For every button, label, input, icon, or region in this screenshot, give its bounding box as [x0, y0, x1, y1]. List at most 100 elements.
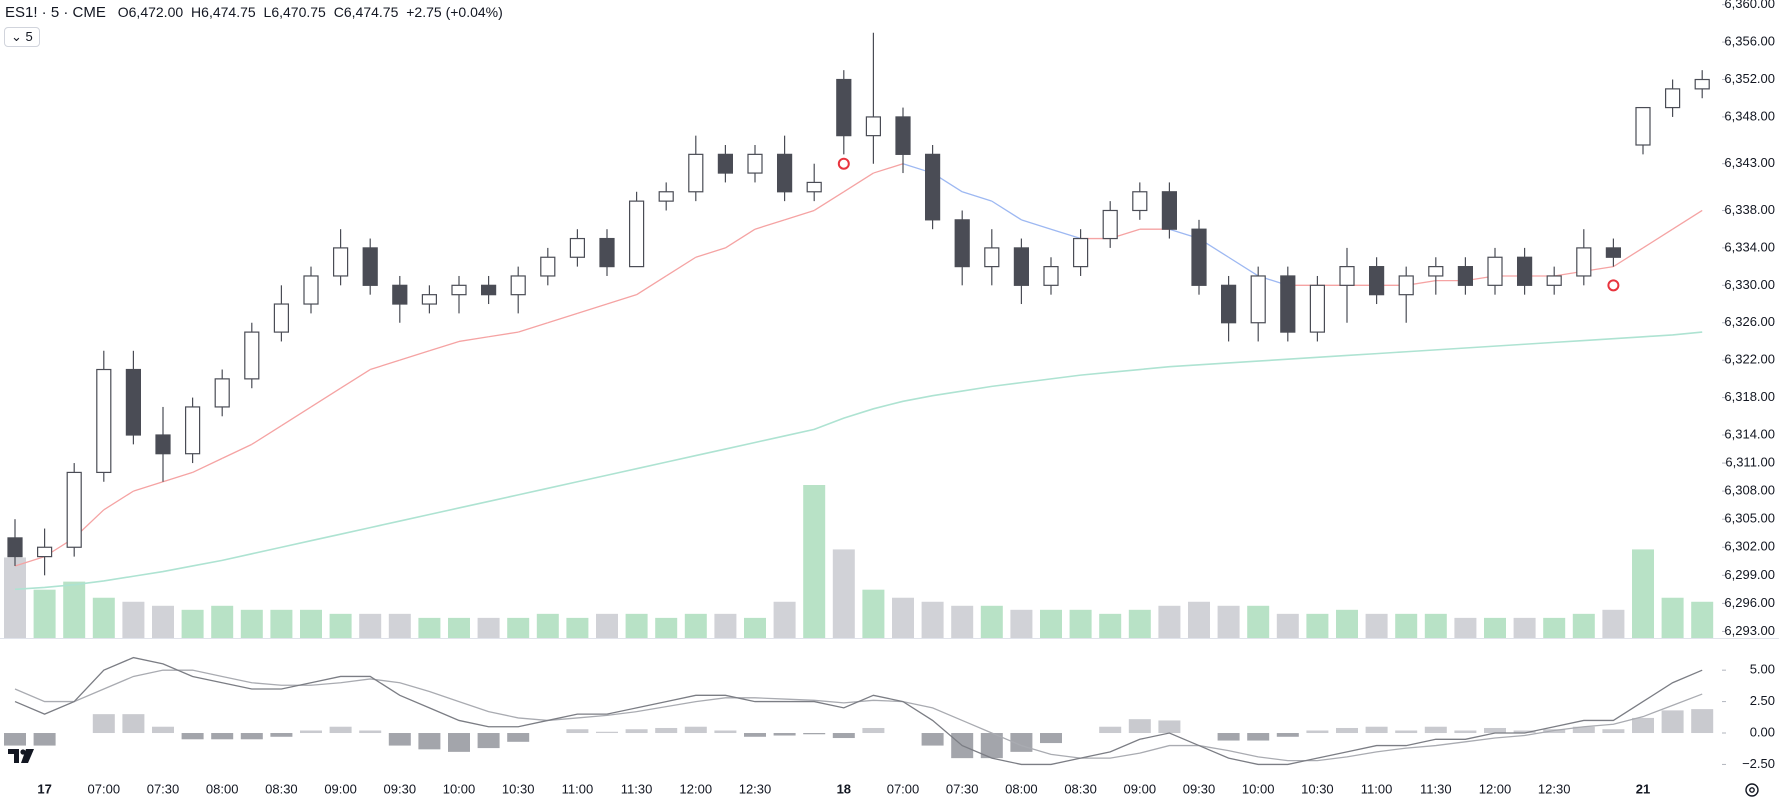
candle-body [303, 275, 319, 305]
macd-histogram-bar [1247, 733, 1270, 741]
candle-body [1043, 266, 1059, 286]
candle-body [362, 247, 378, 286]
volume-bar [270, 609, 293, 638]
candle-body [1132, 191, 1148, 212]
x-tick-label: 18 [837, 781, 851, 796]
ema-segment [1672, 209, 1703, 230]
settings-icon[interactable] [1745, 783, 1759, 797]
volume-bar [477, 617, 500, 638]
macd-histogram-bar [1572, 726, 1595, 734]
ema-segment [1021, 219, 1052, 230]
chevron: ⌄ [11, 29, 22, 44]
candle-body [1635, 106, 1651, 146]
volume-bar [1602, 609, 1625, 638]
candle-body [688, 153, 704, 193]
interval-toggle[interactable]: ⌄ 5 [4, 27, 40, 47]
candle-body [66, 471, 82, 548]
candle-body [895, 116, 911, 155]
volume-bar [63, 581, 86, 638]
macd-histogram-bar [773, 733, 796, 736]
y-tick-label: 6,299.00 [1724, 567, 1775, 582]
x-tick-label: 17 [37, 781, 51, 796]
volume-bar [240, 609, 263, 638]
ema-segment [133, 481, 164, 492]
volume-bar [1365, 613, 1388, 638]
y-tick-label: 6,338.00 [1724, 202, 1775, 217]
macd-histogram-bar [744, 733, 766, 737]
x-tick-label: 07:00 [887, 781, 920, 796]
x-tick-label: 07:30 [946, 781, 979, 796]
ohlc-label: H [191, 4, 202, 20]
macd-histogram-bar [33, 733, 56, 746]
macd-histogram-bar [625, 729, 648, 734]
ohlc-label: O [117, 4, 129, 20]
candle-body [1339, 266, 1355, 286]
volume-bar [1572, 613, 1595, 638]
volume-bar [1336, 609, 1358, 638]
ema-segment [991, 200, 1022, 221]
x-tick-label: 11:30 [1420, 781, 1452, 796]
y-tick-label: 6,330.00 [1724, 277, 1775, 292]
change: +2.75 (+0.04%) [406, 4, 503, 20]
x-tick-label: 08:30 [265, 781, 298, 796]
candle-body [1487, 256, 1503, 286]
macd-histogram-bar [1099, 726, 1122, 734]
ema-segment [695, 247, 726, 258]
symbol[interactable]: ES1! · 5 · CME [5, 4, 106, 21]
y-tick-label: 6,348.00 [1724, 108, 1775, 123]
volume-bar [92, 597, 115, 638]
candle-body [984, 247, 1000, 268]
macd-histogram-bar [1217, 733, 1240, 741]
macd-histogram-bar [1454, 730, 1477, 734]
volume-bar [951, 605, 974, 638]
volume-bar [507, 617, 530, 638]
macd-histogram-bar [921, 733, 944, 746]
ema-segment [1642, 228, 1673, 249]
legend-header: ES1! · 5 · CME O6,472.00 H6,474.75 L6,47… [5, 4, 503, 21]
ema-segment [636, 275, 667, 296]
volume-bar [418, 617, 441, 638]
volume-bar [448, 617, 470, 638]
y-tick-label: 6,302.00 [1724, 539, 1775, 554]
volume-bar [1069, 609, 1092, 638]
y-tick-label: 6,311.00 [1725, 455, 1775, 470]
volume-bar [152, 605, 174, 638]
macd-histogram-bar [152, 726, 174, 734]
volume-bar [596, 613, 618, 638]
volume-bar [33, 589, 56, 638]
macd-line [14, 656, 1703, 766]
macd-histogram-bar [1661, 710, 1684, 734]
ema-segment [14, 555, 45, 567]
volume-bar [1128, 609, 1151, 638]
interval-count: 5 [25, 29, 33, 44]
macd-histogram-bar [1632, 717, 1654, 734]
volume-bar [744, 617, 766, 638]
y-tick-label: 6,326.00 [1724, 314, 1775, 329]
x-tick-label: 11:30 [621, 781, 653, 796]
macd-histogram-bar [1128, 719, 1151, 734]
y-tick-label: 6,293.00 [1724, 623, 1775, 638]
x-tick-label: 12:30 [1538, 781, 1571, 796]
x-tick-label: 07:00 [88, 781, 121, 796]
ohlc-value: 6,474.75 [343, 4, 399, 20]
macd-histogram-bar [211, 733, 234, 740]
volume-bar [1691, 601, 1714, 638]
candle-body [1694, 78, 1710, 90]
candle-body [1664, 88, 1681, 109]
candle-body [481, 284, 497, 296]
ema-segment [813, 191, 845, 212]
volume-bar [832, 549, 855, 638]
candle-body [273, 303, 289, 333]
volume-bar [803, 485, 826, 638]
candle-body [1428, 266, 1444, 277]
y-tick-label: −2.50 [1742, 756, 1775, 771]
ema-segment [488, 331, 519, 338]
volume-bar [980, 605, 1003, 638]
y-tick-label: 6,305.00 [1724, 511, 1775, 526]
y-tick-label: 6,352.00 [1724, 71, 1775, 86]
volume-bar [388, 613, 411, 638]
macd-histogram-bar [1040, 733, 1062, 744]
x-tick-label: 09:00 [324, 781, 357, 796]
macd-histogram-bar [1484, 727, 1506, 734]
macd-histogram-bar [329, 726, 352, 734]
